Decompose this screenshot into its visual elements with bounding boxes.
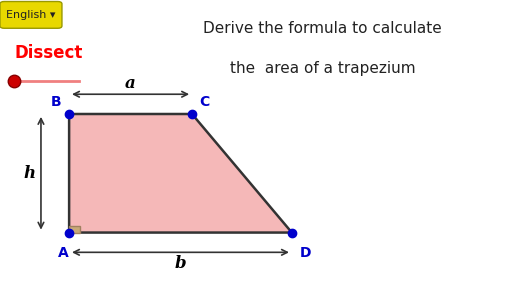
Text: B: B (51, 95, 61, 109)
Text: English ▾: English ▾ (6, 10, 55, 19)
Text: A: A (58, 246, 68, 260)
Polygon shape (69, 114, 292, 233)
Text: a: a (125, 75, 136, 92)
Text: D: D (300, 246, 311, 260)
Text: b: b (175, 255, 186, 272)
Text: the  area of a trapezium: the area of a trapezium (230, 61, 415, 76)
Text: Derive the formula to calculate: Derive the formula to calculate (203, 21, 442, 36)
Text: C: C (200, 95, 210, 109)
Bar (69, 226, 80, 233)
Text: h: h (24, 165, 36, 182)
Text: Dissect: Dissect (14, 44, 83, 62)
FancyBboxPatch shape (0, 2, 62, 28)
